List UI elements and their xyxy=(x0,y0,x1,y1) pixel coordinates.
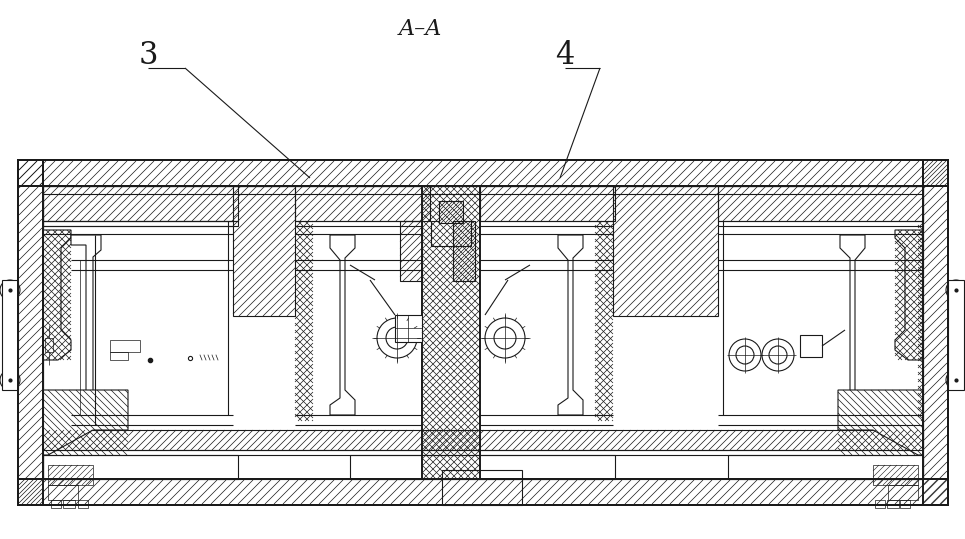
Circle shape xyxy=(762,339,794,371)
Bar xyxy=(43,186,923,479)
Bar xyxy=(43,430,923,450)
Polygon shape xyxy=(71,235,101,415)
Bar xyxy=(63,500,75,508)
Bar xyxy=(295,186,430,221)
Text: A–A: A–A xyxy=(399,18,442,40)
Bar xyxy=(395,315,422,342)
Circle shape xyxy=(377,318,417,358)
Bar xyxy=(43,186,238,221)
Circle shape xyxy=(485,318,525,358)
Bar xyxy=(480,186,615,221)
Bar xyxy=(948,280,964,390)
Polygon shape xyxy=(43,390,128,455)
Bar xyxy=(45,338,53,352)
Bar xyxy=(18,160,948,186)
Circle shape xyxy=(494,327,516,349)
Polygon shape xyxy=(558,235,583,415)
Bar xyxy=(888,485,918,500)
Bar xyxy=(2,280,18,390)
Polygon shape xyxy=(838,390,923,455)
Circle shape xyxy=(729,339,761,371)
Bar xyxy=(439,201,463,223)
Polygon shape xyxy=(840,235,865,415)
Bar xyxy=(43,455,238,479)
Bar xyxy=(18,160,43,505)
Text: 4: 4 xyxy=(556,40,574,71)
Bar xyxy=(51,500,61,508)
Bar xyxy=(613,186,718,316)
Bar xyxy=(43,221,238,226)
Bar xyxy=(718,186,923,221)
Bar xyxy=(431,221,471,246)
Bar xyxy=(728,455,923,479)
Bar xyxy=(48,465,93,485)
Circle shape xyxy=(769,346,787,364)
Bar xyxy=(923,160,948,505)
Bar xyxy=(110,352,128,360)
Circle shape xyxy=(736,346,754,364)
Circle shape xyxy=(946,280,965,300)
Bar xyxy=(875,500,885,508)
Circle shape xyxy=(386,327,408,349)
Circle shape xyxy=(0,280,20,300)
Bar xyxy=(110,340,140,352)
Bar xyxy=(400,221,422,281)
Bar xyxy=(887,500,899,508)
Polygon shape xyxy=(43,230,71,360)
Circle shape xyxy=(0,370,20,390)
Bar xyxy=(350,455,615,479)
Bar xyxy=(78,500,88,508)
Bar xyxy=(453,221,475,281)
Bar xyxy=(800,335,822,357)
Circle shape xyxy=(946,370,965,390)
Text: 3: 3 xyxy=(138,40,157,71)
Bar xyxy=(18,479,948,505)
Bar xyxy=(18,160,948,505)
Bar xyxy=(18,160,948,505)
Polygon shape xyxy=(330,235,355,415)
Bar xyxy=(48,485,78,500)
Bar xyxy=(900,500,910,508)
Bar xyxy=(422,186,480,479)
Polygon shape xyxy=(895,230,923,360)
Bar xyxy=(442,470,522,505)
Bar xyxy=(233,186,295,316)
Bar xyxy=(873,465,918,485)
